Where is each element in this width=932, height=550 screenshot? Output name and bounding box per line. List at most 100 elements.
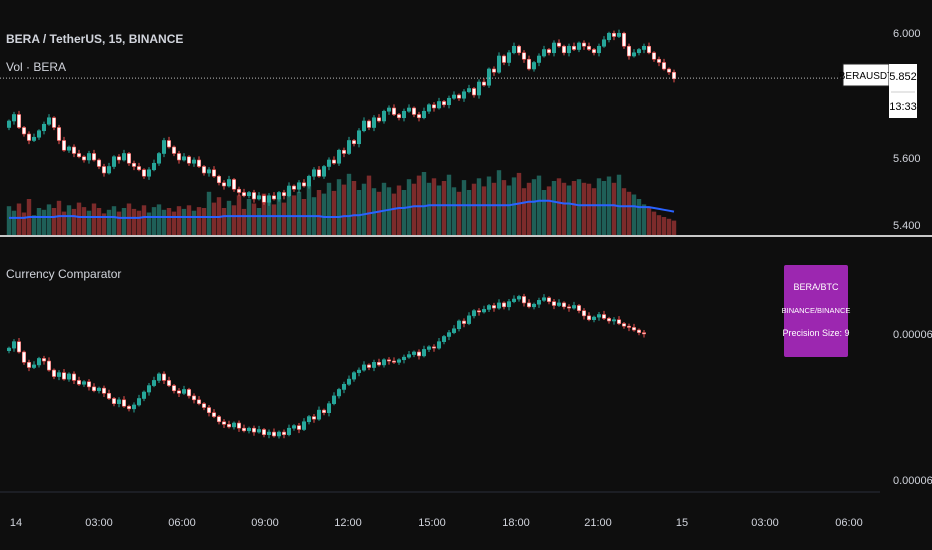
candle-body bbox=[636, 329, 641, 333]
volume-bar bbox=[551, 181, 557, 235]
candle-body bbox=[261, 195, 266, 203]
candle-body bbox=[26, 133, 31, 141]
candle-body bbox=[456, 94, 461, 99]
candle-body bbox=[391, 360, 396, 363]
candle-body bbox=[626, 45, 631, 57]
candle-body bbox=[162, 373, 167, 381]
candle-body bbox=[157, 373, 162, 381]
volume-bar bbox=[456, 191, 462, 235]
time-tick-label: 18:00 bbox=[502, 517, 530, 529]
candle-body bbox=[26, 362, 31, 368]
pane-separator[interactable] bbox=[0, 235, 932, 237]
candle-body bbox=[521, 52, 526, 60]
volume-bar bbox=[176, 206, 182, 235]
volume-bar bbox=[621, 188, 627, 235]
candle-body bbox=[31, 364, 36, 368]
candle-body bbox=[426, 346, 431, 350]
comparator-price-axis[interactable]: 0.00006 0.00006 bbox=[893, 329, 932, 487]
candle-body bbox=[511, 298, 516, 302]
candle-body bbox=[536, 55, 541, 63]
volume-bar bbox=[496, 170, 502, 235]
candle-body bbox=[31, 136, 36, 141]
price-axis[interactable]: 6.000 5.600 5.400 bbox=[893, 28, 921, 232]
candle-body bbox=[411, 351, 416, 355]
candle-body bbox=[237, 188, 242, 193]
candle-body bbox=[571, 45, 576, 50]
volume-bar bbox=[171, 211, 177, 235]
price-tick-label: 5.400 bbox=[893, 220, 921, 232]
candle-body bbox=[97, 159, 102, 167]
candle-body bbox=[157, 153, 162, 164]
candle-body bbox=[581, 310, 586, 317]
volume-bar bbox=[326, 182, 332, 235]
candle-body bbox=[51, 369, 56, 377]
volume-bar bbox=[156, 204, 162, 235]
volume-bar bbox=[566, 185, 572, 235]
candle-body bbox=[626, 325, 631, 328]
candle-body bbox=[56, 372, 61, 377]
volume-legend[interactable]: Vol · BERA bbox=[6, 60, 66, 74]
candle-body bbox=[142, 391, 147, 399]
candle-body bbox=[192, 395, 197, 401]
candle-body bbox=[92, 153, 97, 161]
candle-body bbox=[591, 316, 596, 321]
volume-bar bbox=[601, 181, 607, 235]
volume-bar bbox=[221, 208, 227, 235]
candle-body bbox=[67, 146, 72, 151]
candle-body bbox=[306, 175, 311, 187]
candle-body bbox=[46, 360, 51, 371]
candle-body bbox=[391, 107, 396, 115]
time-tick-label: 09:00 bbox=[251, 517, 279, 529]
volume-bar bbox=[666, 218, 672, 235]
candle-body bbox=[276, 431, 281, 437]
volume-bar bbox=[241, 208, 247, 235]
candle-body bbox=[576, 305, 581, 311]
candle-body bbox=[406, 354, 411, 358]
candle-body bbox=[82, 381, 87, 385]
candle-body bbox=[266, 195, 271, 203]
candle-body bbox=[197, 399, 202, 404]
volume-bar bbox=[256, 208, 262, 235]
candle-body bbox=[476, 81, 481, 96]
time-axis[interactable]: 14 03:00 06:00 09:00 12:00 15:00 18:00 21:00 15 0… bbox=[10, 517, 863, 529]
volume-bar bbox=[421, 172, 427, 235]
candle-body bbox=[581, 42, 586, 47]
candle-body bbox=[167, 140, 172, 148]
candle-body bbox=[87, 153, 92, 161]
candle-body bbox=[41, 358, 46, 362]
candle-body bbox=[631, 52, 636, 57]
candle-body bbox=[51, 117, 56, 128]
volume-bar bbox=[521, 188, 527, 235]
candle-body bbox=[506, 52, 511, 63]
candle-body bbox=[16, 114, 21, 128]
candle-body bbox=[351, 372, 356, 380]
volume-bar bbox=[306, 185, 312, 235]
comparator-title[interactable]: Currency Comparator bbox=[6, 267, 121, 281]
candle-body bbox=[316, 409, 321, 420]
candle-body bbox=[122, 153, 127, 161]
badge-line-pair: BERA/BTC bbox=[793, 282, 839, 292]
symbol-title[interactable]: BERA / TetherUS, 15, BINANCE bbox=[6, 32, 183, 46]
candle-body bbox=[566, 45, 571, 54]
candle-body bbox=[471, 88, 476, 96]
candle-body bbox=[341, 383, 346, 390]
candle-body bbox=[501, 302, 506, 308]
badge-line-exchanges: BINANCE/BINANCE bbox=[782, 306, 851, 315]
candle-body bbox=[147, 169, 152, 177]
candle-body bbox=[386, 359, 391, 362]
candle-body bbox=[621, 323, 626, 327]
candle-body bbox=[77, 380, 82, 385]
volume-bar bbox=[196, 207, 202, 235]
candle-body bbox=[21, 127, 26, 135]
candle-body bbox=[366, 364, 371, 368]
price-tick-label: 6.000 bbox=[893, 28, 921, 40]
candle-body bbox=[56, 127, 61, 141]
candle-body bbox=[306, 416, 311, 423]
candle-body bbox=[381, 359, 386, 366]
price-tick-label: 5.600 bbox=[893, 153, 921, 165]
volume-bar bbox=[136, 210, 142, 235]
volume-bar bbox=[66, 205, 72, 235]
volume-bar bbox=[126, 203, 132, 235]
volume-bar bbox=[541, 190, 547, 235]
